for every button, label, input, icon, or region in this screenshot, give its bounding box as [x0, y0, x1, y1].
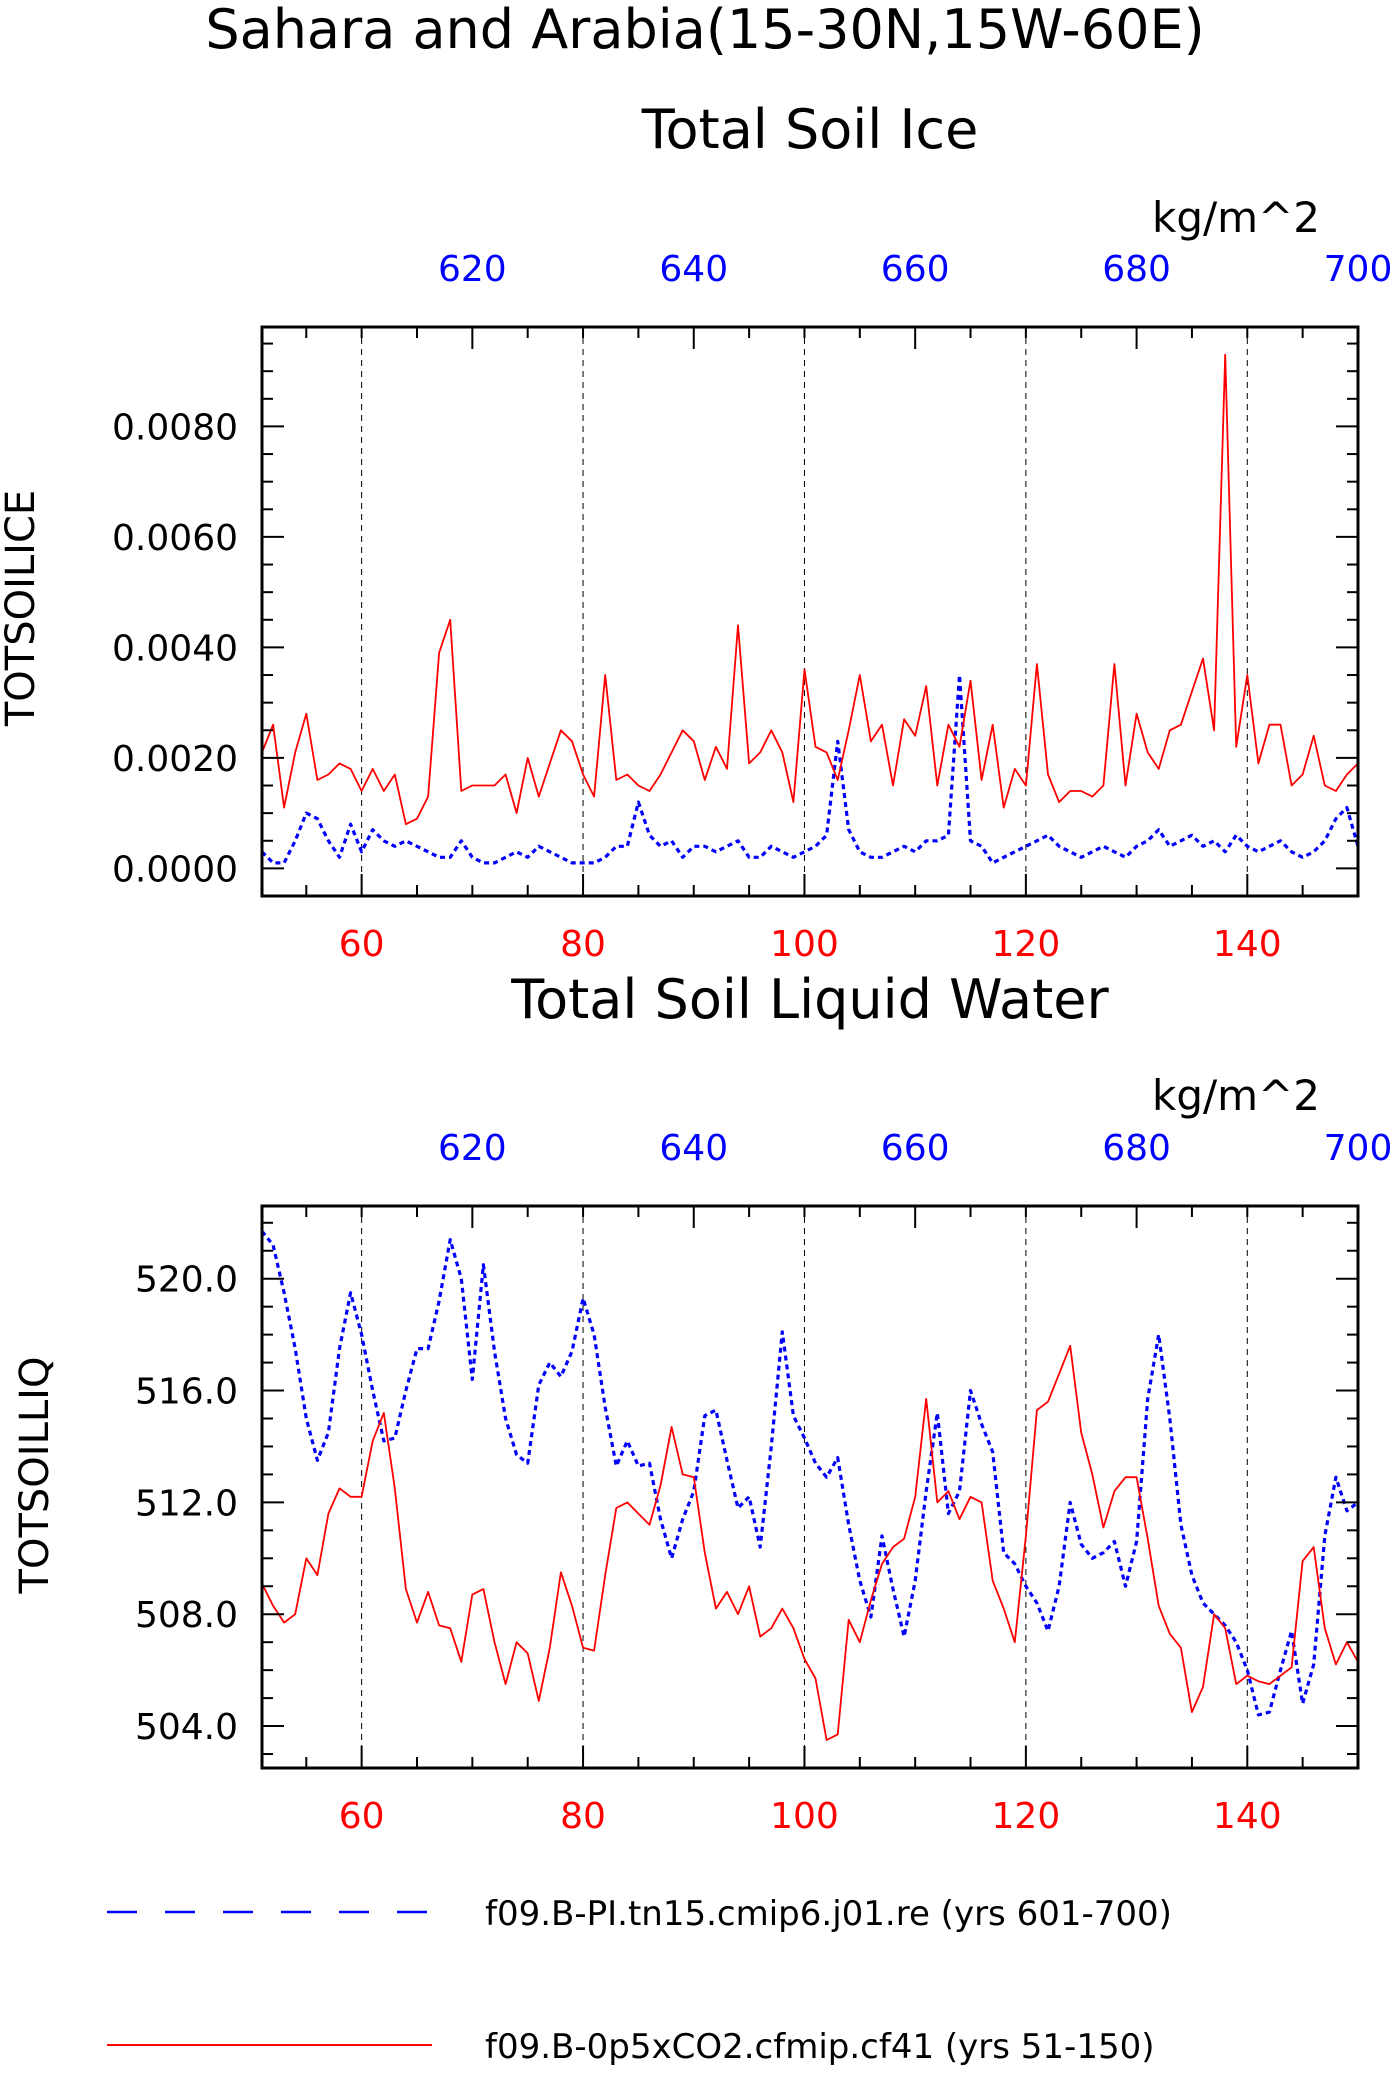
panel-total-soil-liquid-water: Total Soil Liquid Water kg/m^2 TOTSOILLI… [12, 968, 1392, 1837]
top-tick-label-soil-liquid-640: 640 [659, 1128, 728, 1169]
y-tick-label-soil-ice-3: 0.0060 [112, 518, 238, 559]
legend: f09.B-PI.tn15.cmip6.j01.re (yrs 601-700)… [107, 1894, 1172, 2067]
top-tick-label-soil-ice-680: 680 [1102, 249, 1171, 290]
top-tick-label-soil-liquid-660: 660 [881, 1128, 950, 1169]
series-line-soil-liquid-red [262, 1344, 1358, 1741]
units-label-soil-ice: kg/m^2 [1152, 193, 1320, 242]
figure-title: Sahara and Arabia(15-30N,15W-60E) [205, 0, 1204, 61]
bottom-tick-label-soil-ice-80: 80 [560, 924, 606, 965]
y-tick-label-soil-ice-4: 0.0080 [112, 407, 238, 448]
y-tick-label-soil-liquid-3: 516.0 [135, 1372, 238, 1413]
series-line-soil-ice-red [262, 353, 1358, 826]
bottom-tick-label-soil-liquid-120: 120 [992, 1796, 1061, 1837]
units-label-soil-liquid: kg/m^2 [1152, 1071, 1320, 1120]
top-tick-label-soil-liquid-620: 620 [438, 1128, 507, 1169]
y-tick-label-soil-ice-0: 0.0000 [112, 849, 238, 890]
y-tick-label-soil-liquid-4: 520.0 [135, 1260, 238, 1301]
plot-frame-soil-liquid [260, 1204, 1360, 1770]
legend-label-red: f09.B-0p5xCO2.cfmip.cf41 (yrs 51-150) [485, 2027, 1154, 2067]
legend-label-blue: f09.B-PI.tn15.cmip6.j01.re (yrs 601-700) [485, 1894, 1172, 1934]
top-tick-label-soil-ice-660: 660 [881, 249, 950, 290]
panel-title-soil-liquid: Total Soil Liquid Water [510, 968, 1109, 1031]
y-tick-label-soil-liquid-2: 512.0 [135, 1483, 238, 1524]
bottom-tick-label-soil-ice-60: 60 [339, 924, 385, 965]
ylabel-soil-ice: TOTSOILICE [0, 490, 44, 727]
top-tick-label-soil-ice-620: 620 [438, 249, 507, 290]
bottom-tick-label-soil-liquid-80: 80 [560, 1796, 606, 1837]
plot-frame-soil-ice [260, 325, 1360, 898]
bottom-tick-label-soil-liquid-60: 60 [339, 1796, 385, 1837]
y-tick-label-soil-ice-2: 0.0040 [112, 628, 238, 669]
top-tick-label-soil-ice-640: 640 [659, 249, 728, 290]
bottom-tick-label-soil-liquid-140: 140 [1213, 1796, 1282, 1837]
top-tick-label-soil-liquid-680: 680 [1102, 1128, 1171, 1169]
top-tick-label-soil-ice-700: 700 [1324, 249, 1393, 290]
series-line-soil-liquid-blue [262, 1230, 1358, 1717]
bottom-tick-label-soil-ice-140: 140 [1213, 924, 1282, 965]
panel-total-soil-ice: Total Soil Ice kg/m^2 TOTSOILICE 60 80 100… [0, 98, 1393, 965]
series-line-soil-ice-blue [262, 673, 1358, 865]
bottom-tick-label-soil-ice-120: 120 [992, 924, 1061, 965]
y-tick-label-soil-liquid-1: 508.0 [135, 1595, 238, 1636]
panel-title-soil-ice: Total Soil Ice [641, 98, 979, 161]
ylabel-soil-liquid: TOTSOILLIQ [12, 1357, 58, 1595]
top-tick-label-soil-liquid-700: 700 [1324, 1128, 1393, 1169]
bottom-tick-label-soil-ice-100: 100 [770, 924, 839, 965]
bottom-tick-label-soil-liquid-100: 100 [770, 1796, 839, 1837]
y-tick-label-soil-liquid-0: 504.0 [135, 1707, 238, 1748]
y-tick-label-soil-ice-1: 0.0020 [112, 739, 238, 780]
